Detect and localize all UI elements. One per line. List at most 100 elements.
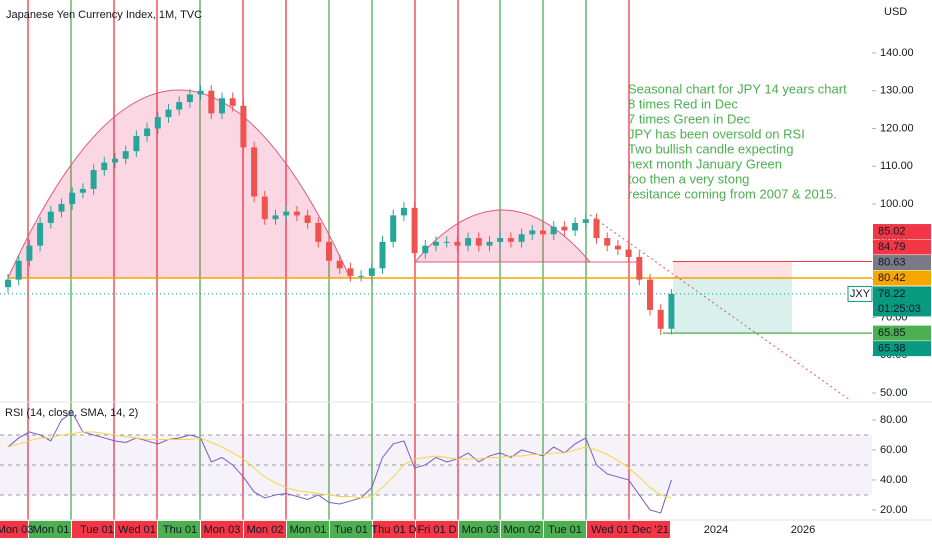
- chart-title: Japanese Yen Currency Index, 1M, TVC: [6, 9, 202, 21]
- candle-body: [561, 226, 568, 231]
- candle-body: [293, 211, 300, 216]
- x-tick-label: Mon 03: [204, 524, 241, 536]
- candle-body: [668, 293, 675, 329]
- candle-body: [122, 151, 129, 159]
- price-tag-label: 65.38: [878, 343, 906, 355]
- x-tick-label: 2026: [791, 524, 815, 536]
- annotation: JPY has been oversold on RSI: [628, 126, 805, 141]
- candle-body: [283, 211, 290, 216]
- candle-body: [475, 238, 482, 246]
- candle-body: [315, 222, 322, 242]
- candle-body: [657, 309, 664, 329]
- candle-body: [336, 260, 343, 269]
- x-label-box: [330, 521, 372, 538]
- x-label-box: [587, 521, 670, 538]
- candle-body: [112, 158, 118, 163]
- candle-body: [422, 245, 429, 254]
- symbol-tag: [847, 285, 873, 302]
- x-tick-label: Mon 01: [290, 524, 327, 536]
- x-label-box: [459, 521, 500, 538]
- annotation: Two bullish candle expecting: [628, 141, 794, 156]
- candle-body: [550, 226, 557, 235]
- candle-body: [144, 128, 151, 137]
- x-label-box: [29, 521, 71, 538]
- candle-body: [133, 136, 140, 152]
- x-tick-label: Mon 03: [0, 524, 33, 536]
- x-tick-label: Fri 01 D: [417, 524, 456, 536]
- x-label-box: [158, 521, 200, 538]
- annotation: next month January Green: [628, 156, 782, 171]
- price-tag-label: 85.02: [878, 225, 906, 237]
- countdown: 01:25:03: [878, 303, 921, 315]
- candle-body: [176, 102, 183, 110]
- arc-drawing: [7, 89, 351, 279]
- candle-body: [240, 105, 247, 148]
- candle-body: [411, 207, 418, 254]
- y-tick-label: 50.00: [880, 387, 908, 399]
- x-tick-label: Wed 01 Dec '21: [591, 524, 669, 536]
- annotation: too then a very stong: [628, 171, 749, 186]
- candle-body: [79, 188, 86, 193]
- x-label-box: [0, 521, 28, 538]
- price-tag-label: 84.79: [878, 241, 906, 253]
- trend-line: [589, 214, 851, 401]
- candle-body: [58, 204, 65, 212]
- annotation: 8 times Red in Dec: [628, 96, 738, 111]
- x-label-box: [544, 521, 586, 538]
- y-tick-label: 110.00: [880, 160, 913, 172]
- x-label-box: [244, 521, 286, 538]
- x-label-box: [373, 521, 415, 538]
- annotation: Seasonal chart for JPY 14 years chart: [628, 81, 847, 96]
- target-zone: [673, 261, 792, 279]
- y-tick-label: 140.00: [880, 47, 914, 59]
- candle-body: [101, 162, 108, 171]
- x-label-box: [72, 521, 114, 538]
- y-tick-label: 120.00: [880, 122, 914, 134]
- price-tag-label: 76.22: [878, 288, 906, 300]
- candle-body: [518, 234, 525, 242]
- x-label-box: [501, 521, 543, 538]
- candle-body: [465, 238, 472, 246]
- rsi-tick-label: 60.00: [880, 444, 908, 456]
- currency: USD: [884, 6, 907, 18]
- candle-body: [379, 241, 386, 269]
- candle-body: [229, 98, 236, 106]
- candle-body: [625, 249, 632, 257]
- x-tick-label: Thu 01: [163, 524, 197, 536]
- x-tick-label: Mon 02: [247, 524, 284, 536]
- rsi-line: [7, 431, 672, 499]
- candle-body: [165, 109, 172, 118]
- candle-body: [507, 238, 514, 242]
- price-tag: [873, 239, 931, 255]
- x-tick-label: Tue 01: [334, 524, 368, 536]
- candle-body: [186, 94, 193, 103]
- candle-body: [593, 219, 600, 239]
- candle-body: [47, 211, 54, 223]
- arc-drawing: [413, 209, 640, 263]
- candle-body: [208, 90, 215, 114]
- x-tick-label: Mon 03: [462, 524, 499, 536]
- candle-body: [604, 238, 611, 246]
- candle-body: [647, 279, 653, 310]
- x-label-box: [115, 521, 157, 538]
- candle-body: [272, 215, 279, 220]
- y-tick-label: 100.00: [880, 198, 914, 210]
- candle-body: [529, 230, 536, 235]
- candle-body: [582, 219, 589, 223]
- price-tag: [873, 224, 931, 240]
- rsi-tick-label: 20.00: [880, 504, 908, 516]
- candle-body: [37, 222, 44, 246]
- candle-body: [540, 230, 546, 235]
- x-tick-label: Thu 01 D: [371, 524, 416, 536]
- y-tick-label: 130.00: [880, 85, 914, 97]
- annotation: resitance coming from 2007 & 2015.: [628, 186, 837, 201]
- price-tag: [873, 286, 931, 317]
- candle-body: [347, 268, 354, 276]
- price-tag-label: 80.42: [878, 272, 906, 284]
- x-tick-label: Tue 01: [80, 524, 114, 536]
- candle-body: [497, 238, 504, 242]
- rsi-tick-label: 40.00: [880, 474, 908, 486]
- candle-body: [261, 196, 268, 220]
- candle-body: [572, 222, 579, 231]
